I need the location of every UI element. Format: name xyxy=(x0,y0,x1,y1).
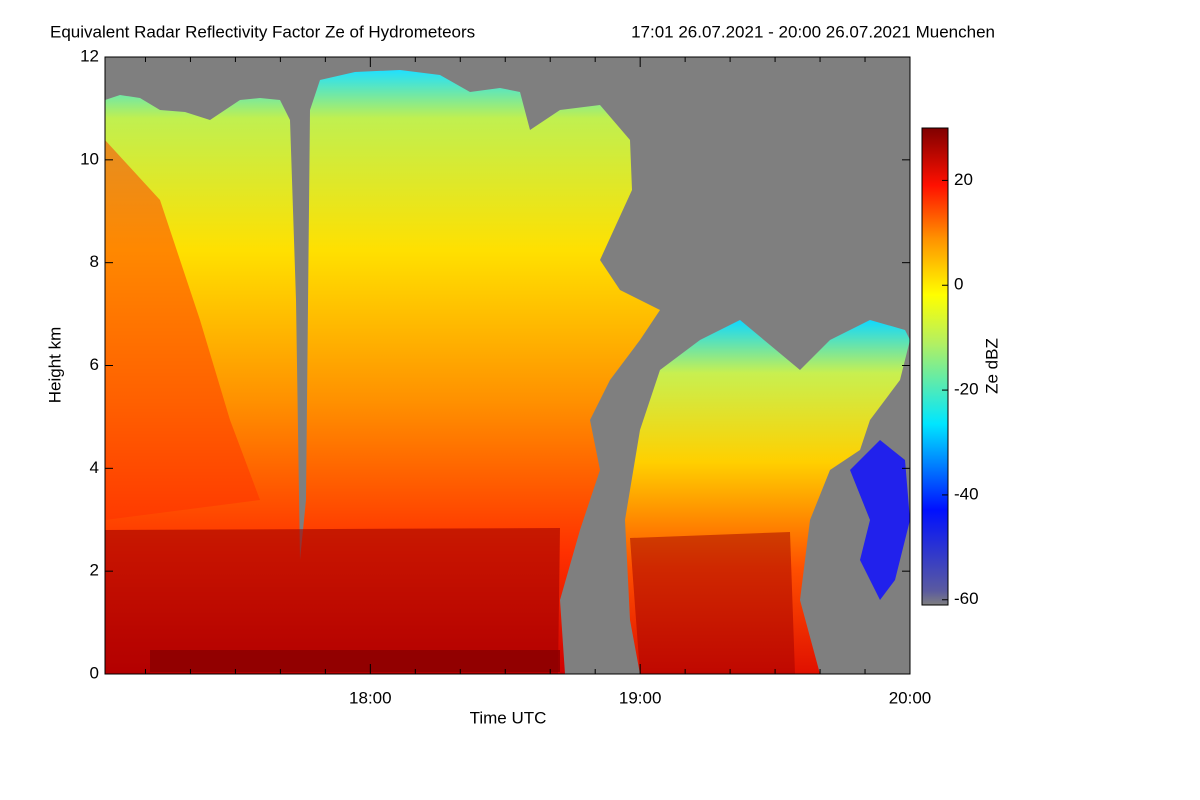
colorbar-tick-label: -40 xyxy=(954,484,979,503)
x-tick-label: 20:00 xyxy=(889,688,932,707)
x-axis-label: Time UTC xyxy=(470,708,547,727)
y-tick-label: 12 xyxy=(80,46,99,65)
y-axis-label: Height km xyxy=(45,327,64,404)
chart-subtitle: 17:01 26.07.2021 - 20:00 26.07.2021 Muen… xyxy=(631,22,995,41)
colorbar-tick-label: -60 xyxy=(954,589,979,608)
y-tick-label: 8 xyxy=(90,252,99,271)
colorbar-label: Ze dBZ xyxy=(982,338,1001,394)
radar-field xyxy=(105,57,910,674)
x-tick-label: 18:00 xyxy=(349,688,392,707)
colorbar-tick-label: 0 xyxy=(954,275,963,294)
colorbar xyxy=(921,127,949,606)
colorbar-tick-label: 20 xyxy=(954,170,973,189)
y-tick-label: 0 xyxy=(90,663,99,682)
y-tick-label: 2 xyxy=(90,561,99,580)
chart-title: Equivalent Radar Reflectivity Factor Ze … xyxy=(50,22,475,41)
x-tick-label: 19:00 xyxy=(619,688,662,707)
y-tick-label: 4 xyxy=(90,458,99,477)
y-tick-label: 6 xyxy=(90,355,99,374)
y-tick-label: 10 xyxy=(80,149,99,168)
colorbar-tick-label: -20 xyxy=(954,380,979,399)
